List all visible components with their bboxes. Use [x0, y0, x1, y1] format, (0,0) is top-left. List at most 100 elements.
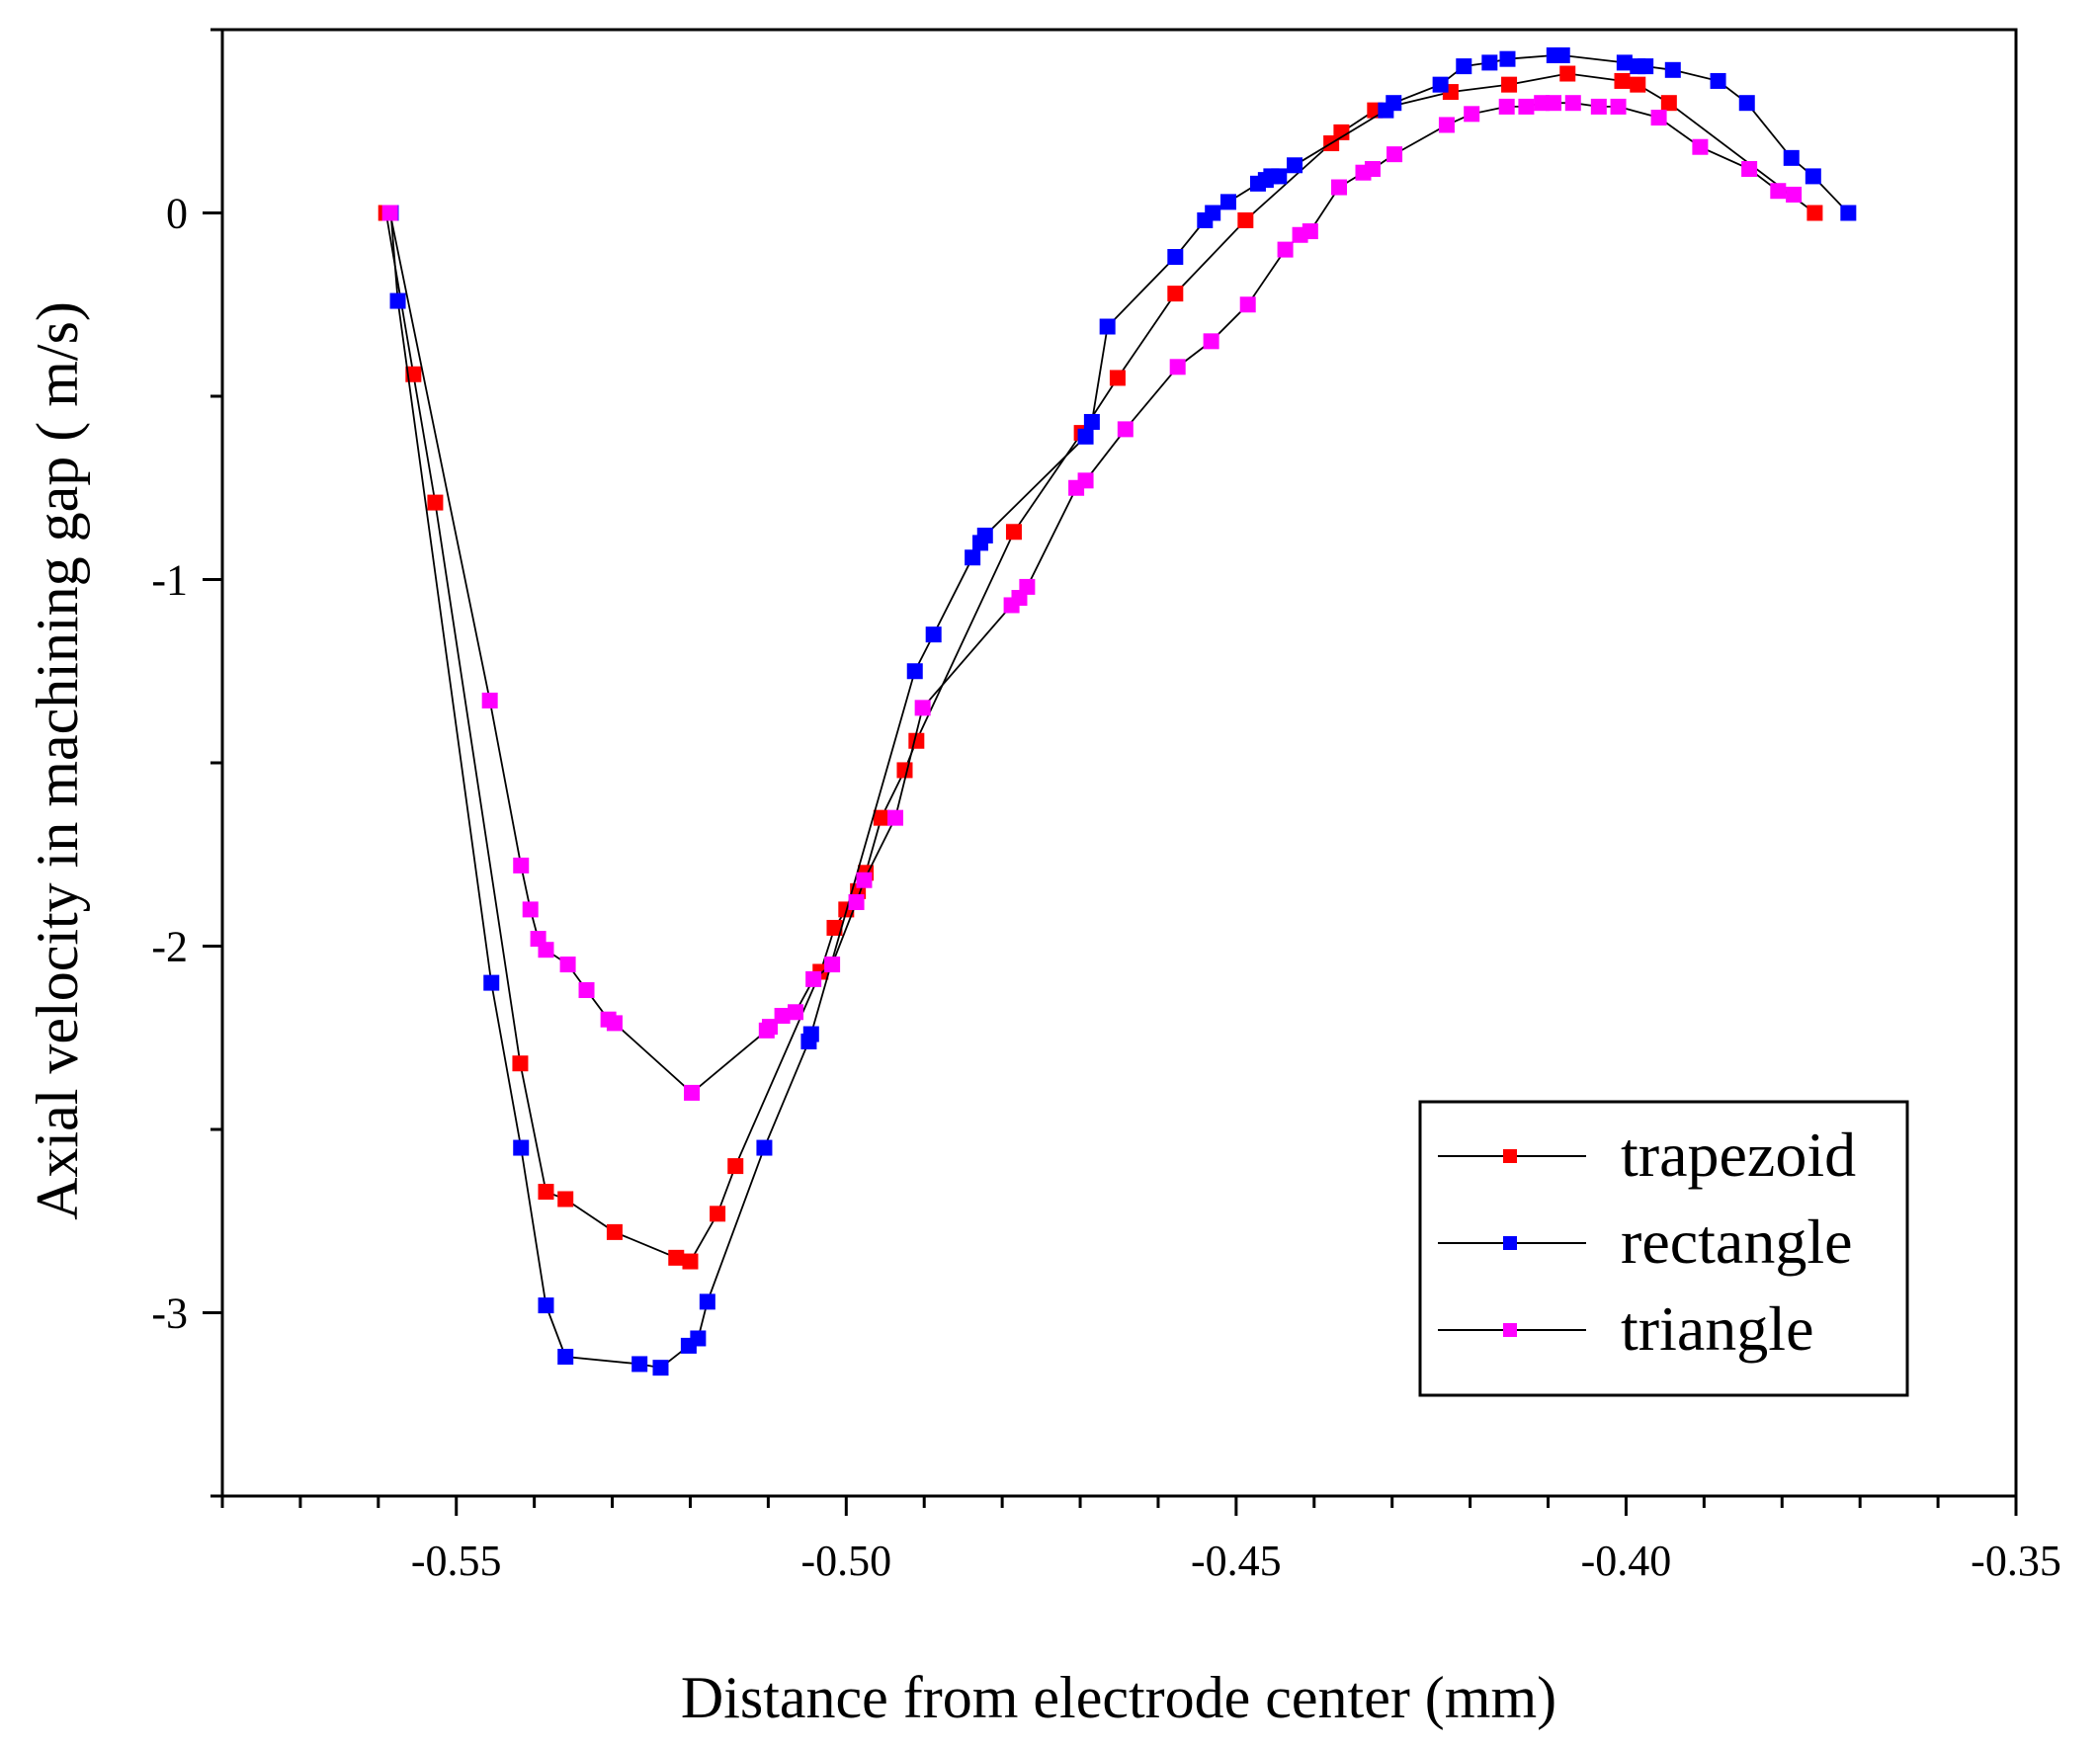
data-point-rectangle	[906, 663, 923, 680]
data-point-trapezoid	[1005, 524, 1022, 541]
data-point-rectangle	[1638, 58, 1654, 75]
data-point-rectangle	[1783, 149, 1800, 166]
y-tick-label: 0	[166, 190, 188, 238]
data-point-triangle	[1239, 296, 1256, 313]
data-point-trapezoid	[727, 1158, 744, 1175]
legend-label-trapezoid: trapezoid	[1621, 1120, 1856, 1190]
data-point-triangle	[761, 1019, 778, 1036]
data-point-triangle	[684, 1084, 701, 1101]
data-point-triangle	[381, 205, 398, 221]
data-point-triangle	[1364, 160, 1381, 177]
data-point-triangle	[1169, 359, 1186, 375]
legend: trapezoid rectangle triangle	[1418, 1100, 1909, 1397]
data-point-triangle	[824, 957, 841, 973]
data-point-triangle	[606, 1015, 623, 1032]
data-point-triangle	[1610, 98, 1627, 115]
data-point-trapezoid	[1237, 211, 1254, 228]
data-point-triangle	[1564, 95, 1581, 112]
data-point-triangle	[1302, 223, 1318, 240]
data-point-triangle	[481, 692, 498, 708]
data-point-rectangle	[1710, 72, 1726, 89]
legend-marker-rectangle	[1503, 1236, 1517, 1250]
data-point-rectangle	[1077, 428, 1094, 445]
data-point-triangle	[1518, 98, 1535, 115]
data-point-trapezoid	[682, 1253, 699, 1270]
data-point-triangle	[1770, 183, 1787, 200]
data-point-triangle	[1590, 98, 1607, 115]
data-point-trapezoid	[1660, 95, 1677, 112]
series-rectangle	[382, 46, 1857, 1376]
data-point-rectangle	[557, 1349, 574, 1366]
data-point-trapezoid	[826, 919, 843, 936]
data-point-triangle	[513, 857, 530, 874]
data-point-rectangle	[1099, 318, 1116, 335]
x-axis-title: Distance from electrode center (mm)	[681, 1665, 1556, 1730]
data-point-rectangle	[483, 974, 500, 991]
data-point-trapezoid	[710, 1206, 726, 1222]
data-point-trapezoid	[1614, 72, 1631, 89]
legend-label-rectangle: rectangle	[1621, 1207, 1853, 1277]
y-axis-ticks: 0 -1 -2 -3	[151, 28, 222, 1498]
data-point-rectangle	[1805, 168, 1821, 185]
data-point-triangle	[1019, 578, 1036, 595]
legend-box	[1418, 1100, 1909, 1397]
data-point-trapezoid	[606, 1223, 623, 1240]
data-point-rectangle	[925, 626, 942, 643]
data-point-triangle	[1117, 421, 1134, 438]
data-point-trapezoid	[1167, 286, 1184, 302]
x-tick-label: -0.40	[1581, 1537, 1672, 1585]
data-point-trapezoid	[873, 809, 889, 826]
data-point-triangle	[1741, 160, 1758, 177]
y-tick-label: -3	[151, 1290, 188, 1338]
data-point-trapezoid	[557, 1191, 574, 1208]
data-point-trapezoid	[1501, 76, 1518, 93]
data-point-triangle	[578, 982, 595, 999]
x-tick-label: -0.45	[1191, 1537, 1282, 1585]
data-point-triangle	[1438, 117, 1455, 133]
data-point-trapezoid	[405, 366, 422, 382]
data-point-triangle	[1277, 241, 1294, 258]
data-point-triangle	[1498, 98, 1515, 115]
data-point-rectangle	[538, 1297, 554, 1314]
data-point-rectangle	[1481, 54, 1498, 71]
series-line-triangle	[388, 102, 1795, 1095]
data-point-rectangle	[1738, 95, 1755, 112]
y-tick-label: -1	[151, 556, 188, 605]
data-point-triangle	[774, 1007, 791, 1024]
data-point-triangle	[805, 970, 822, 987]
series-trapezoid	[378, 65, 1823, 1270]
legend-marker-trapezoid	[1503, 1149, 1517, 1163]
data-point-triangle	[1546, 95, 1562, 112]
x-axis-ticks: -0.55 -0.50 -0.45 -0.40 -0.35	[220, 1496, 2061, 1585]
data-point-triangle	[1464, 106, 1480, 123]
data-point-trapezoid	[1109, 370, 1126, 386]
data-point-rectangle	[1083, 413, 1100, 430]
data-point-triangle	[1386, 146, 1403, 163]
data-point-triangle	[522, 901, 539, 918]
data-point-rectangle	[513, 1139, 530, 1156]
series-layer	[378, 46, 1857, 1376]
data-point-rectangle	[1664, 61, 1681, 78]
data-point-trapezoid	[668, 1249, 685, 1266]
data-point-triangle	[1692, 138, 1709, 155]
data-point-rectangle	[1616, 54, 1633, 71]
data-point-rectangle	[1386, 95, 1402, 112]
data-point-rectangle	[631, 1356, 648, 1373]
x-tick-label: -0.35	[1971, 1537, 2061, 1585]
data-point-rectangle	[1287, 157, 1303, 174]
data-point-trapezoid	[908, 732, 925, 749]
data-point-triangle	[1650, 110, 1667, 126]
data-point-rectangle	[1167, 249, 1184, 266]
data-point-rectangle	[1554, 46, 1570, 63]
x-tick-label: -0.55	[411, 1537, 502, 1585]
data-point-rectangle	[690, 1330, 707, 1347]
data-point-triangle	[1331, 179, 1348, 196]
data-point-triangle	[848, 893, 865, 910]
x-tick-label: -0.50	[800, 1537, 891, 1585]
series-line-trapezoid	[384, 72, 1815, 1263]
data-point-rectangle	[1456, 58, 1472, 75]
data-point-triangle	[788, 1004, 804, 1021]
data-point-triangle	[538, 942, 554, 958]
data-point-rectangle	[1432, 76, 1449, 93]
